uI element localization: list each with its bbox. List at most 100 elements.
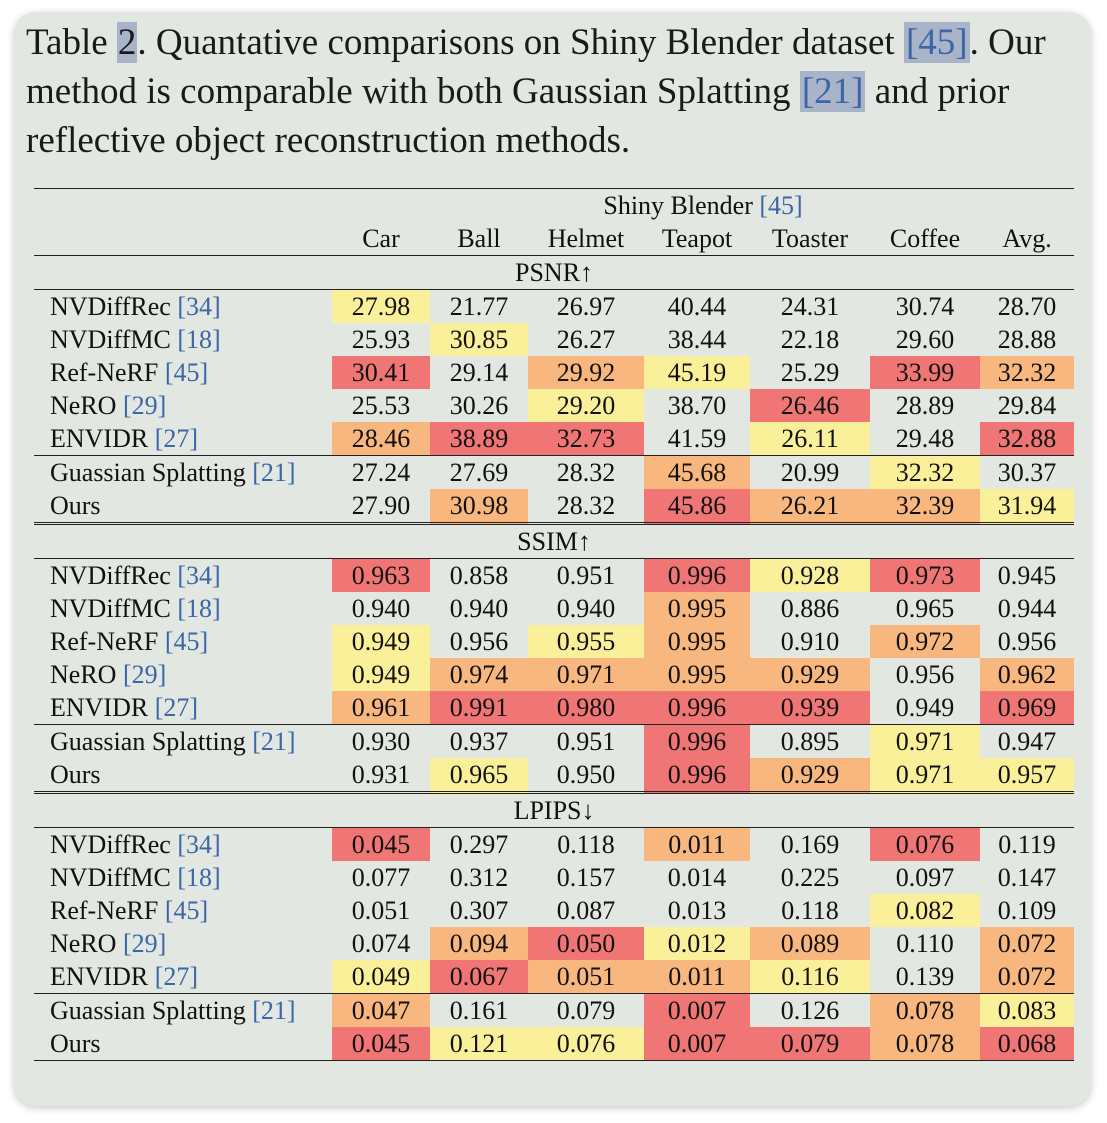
value-cell: 25.93 [351,325,411,354]
method-label: Guassian Splatting [50,458,253,487]
value-cell: 0.051 [351,896,411,925]
method-citation[interactable]: [29] [122,391,167,420]
caption-text: and prior reflective object reconstructi… [26,71,1010,161]
method-label: Guassian Splatting [50,727,253,756]
table-row: NeRO [29] 0.074 0.094 0.050 0.012 0.089 0.110 0… [34,927,1075,960]
value-cell: 0.963 [332,558,430,592]
value-cell: 0.929 [750,758,870,793]
value-cell: 26.46 [750,389,870,422]
caption-prefix: Table [26,22,117,63]
value-cell: 25.29 [780,358,840,387]
method-citation[interactable]: [29] [122,929,167,958]
value-cell: 0.074 [351,929,411,958]
method-citation[interactable]: [45] [164,627,209,656]
method-name: ENVIDR [27] [34,691,332,725]
table-row: Ref-NeRF [45] 30.41 29.14 29.92 45.19 25.29 33… [34,356,1075,389]
table-row: NVDiffMC [18] 25.93 30.85 26.27 38.44 22.18 29… [34,323,1074,356]
value-cell: 0.116 [750,960,870,994]
value-cell: 45.86 [644,489,750,524]
value-cell: 28.70 [980,289,1075,323]
value-cell: 0.940 [351,594,411,623]
method-citation[interactable]: [21] [252,458,296,487]
value-cell: 32.39 [870,489,980,524]
value-cell: 20.99 [750,455,870,489]
value-cell: 0.161 [430,993,528,1027]
dataset-name: Shiny Blender [603,191,760,220]
metric-header: LPIPS↓ [34,791,1075,828]
value-cell: 0.011 [644,960,750,994]
method-citation[interactable]: [29] [122,660,167,689]
value-cell: 24.31 [750,289,870,323]
method-citation[interactable]: [18] [177,594,221,623]
method-label: Ref-NeRF [50,627,165,656]
value-cell: 38.89 [430,422,528,456]
value-cell: 30.37 [980,455,1075,489]
value-cell: 0.973 [870,558,980,592]
method-citation[interactable]: [27] [154,693,199,722]
value-cell: 0.079 [750,1027,870,1061]
value-cell: 0.051 [528,960,644,994]
value-cell: 27.24 [332,455,430,489]
value-cell: 0.079 [528,993,644,1027]
value-cell: 28.32 [528,455,644,489]
method-label: NVDiffRec [50,292,178,321]
value-cell: 30.41 [332,356,430,389]
value-cell: 0.965 [895,594,955,623]
value-cell: 0.895 [750,724,870,758]
method-citation[interactable]: [27] [154,962,199,991]
method-name: Guassian Splatting [21] [34,455,332,489]
value-cell: 32.32 [980,356,1075,389]
caption-text: . Our method is comparable with both Gau… [26,22,1046,112]
value-cell: 0.072 [980,960,1075,994]
table-row: ENVIDR [27] 28.46 38.89 32.73 41.59 26.11 29.4… [34,422,1075,456]
method-citation[interactable]: [34] [177,292,221,321]
value-cell: 30.74 [870,289,980,323]
value-cell: 0.312 [449,863,509,892]
method-label: NeRO [50,929,123,958]
method-citation[interactable]: [45] [164,896,209,925]
method-citation[interactable]: [27] [154,424,199,453]
method-name: ENVIDR [27] [34,960,332,994]
table-row: Guassian Splatting [21] 0.930 0.937 0.951 0.… [34,724,1075,758]
value-cell: 0.118 [781,896,839,925]
table-row: Guassian Splatting [21] 0.047 0.161 0.079 0.… [34,993,1075,1027]
value-cell: 0.169 [750,827,870,861]
value-cell: 29.48 [895,424,955,453]
caption-citation-45[interactable]: [45] [903,22,970,63]
method-name: NeRO [29] [34,927,332,960]
value-cell: 0.974 [430,658,528,691]
value-cell: 0.011 [644,827,750,861]
value-cell: 0.139 [895,962,955,991]
method-name: Ours [34,758,332,793]
value-cell: 0.955 [528,625,644,658]
method-citation[interactable]: [18] [177,863,221,892]
table-number[interactable]: 2 [116,22,138,63]
value-cell: 0.225 [780,863,840,892]
value-cell: 0.971 [528,658,644,691]
method-citation[interactable]: [34] [177,830,221,859]
empty-cell [34,222,332,256]
value-cell: 0.045 [332,827,430,861]
caption-citation-21[interactable]: [21] [799,71,866,112]
value-cell: 33.99 [870,356,980,389]
value-cell: 0.007 [644,993,750,1027]
value-cell: 0.995 [644,625,750,658]
value-cell: 0.995 [644,658,750,691]
value-cell: 45.19 [644,356,750,389]
value-cell: 0.930 [332,724,430,758]
method-citation[interactable]: [21] [252,727,296,756]
table-row: Ref-NeRF [45] 0.949 0.956 0.955 0.995 0.910 0.… [34,625,1074,658]
method-citation[interactable]: [21] [252,996,296,1025]
value-cell: 29.84 [997,391,1057,420]
value-cell: 0.950 [556,760,616,789]
column-header: Ball [457,224,501,253]
value-cell: 0.045 [332,1027,430,1061]
method-citation[interactable]: [18] [177,325,221,354]
method-label: Guassian Splatting [50,996,253,1025]
method-citation[interactable]: [34] [177,561,221,590]
method-label: NVDiffRec [50,830,178,859]
method-name: NVDiffMC [18] [34,861,332,894]
value-cell: 0.307 [449,896,509,925]
dataset-citation[interactable]: [45] [759,191,803,220]
method-citation[interactable]: [45] [164,358,209,387]
